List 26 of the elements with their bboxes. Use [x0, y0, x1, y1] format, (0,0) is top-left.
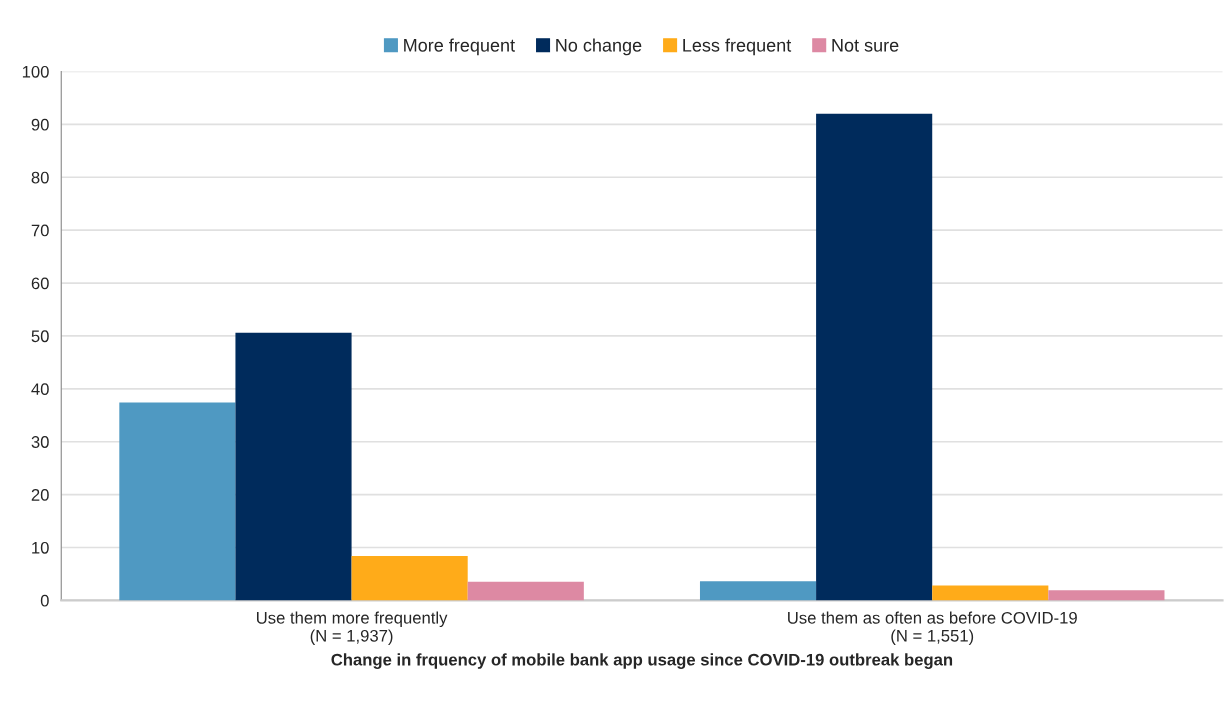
- y-tick-label: 10: [32, 541, 49, 554]
- y-tick-label: 30: [31, 436, 49, 448]
- y-tick-label: 60: [31, 277, 49, 290]
- y-tick-label: 50: [31, 330, 49, 343]
- legend-label: No change: [556, 38, 642, 56]
- y-tick-label: 80: [31, 171, 49, 184]
- y-tick-label: 70: [31, 224, 49, 237]
- bar: [119, 402, 236, 601]
- bar: [932, 585, 1049, 601]
- y-tick-label: 0: [40, 594, 49, 607]
- legend-label: More frequent: [404, 38, 515, 56]
- y-tick-label: 20: [31, 489, 49, 501]
- bar: [235, 332, 352, 601]
- legend-label: Not sure: [832, 39, 899, 52]
- x-axis-title: Change in frquency of mobile bank app usage since COVID-19 outbreak began: [331, 653, 953, 669]
- bar: [351, 555, 468, 601]
- y-tick-label: 100: [22, 65, 49, 78]
- x-tick-label: Use them as often as before COVID-19 (N = 1,551): [788, 611, 1077, 645]
- legend-label: Less frequent: [683, 38, 792, 56]
- bar: [816, 113, 933, 601]
- y-tick-label: 90: [31, 118, 49, 131]
- bar: [467, 581, 584, 601]
- bar: [699, 581, 817, 601]
- x-tick-label: Use them more frequently (N = 1,937): [256, 611, 448, 645]
- bar: [1048, 590, 1165, 601]
- y-tick-label: 40: [31, 383, 49, 396]
